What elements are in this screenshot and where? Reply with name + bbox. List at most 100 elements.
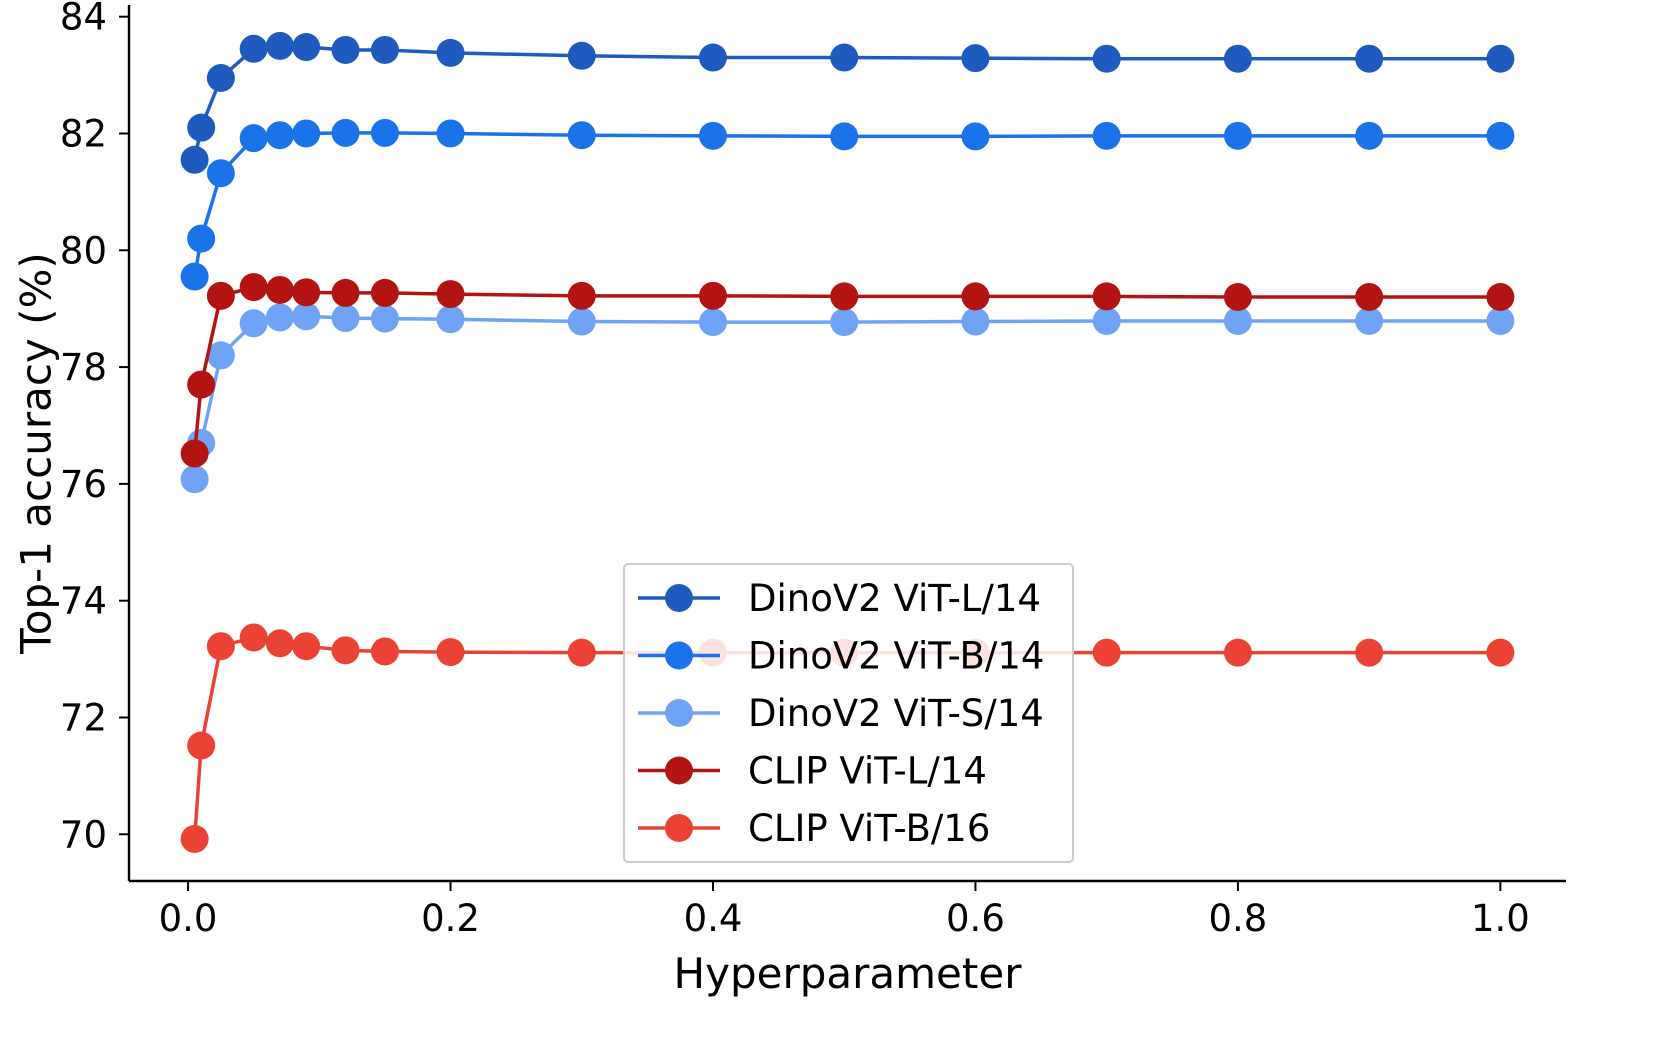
legend-item: CLIP ViT-B/16 — [638, 807, 990, 850]
data-point — [187, 370, 216, 399]
data-point — [1223, 283, 1252, 311]
data-point — [206, 281, 235, 310]
legend-label: CLIP ViT-L/14 — [748, 750, 987, 793]
data-point — [331, 636, 360, 665]
x-tick-label: 1.0 — [1471, 897, 1530, 940]
data-point — [830, 308, 859, 337]
data-point — [961, 282, 990, 311]
legend-label: CLIP ViT-B/16 — [748, 807, 990, 850]
data-point — [239, 309, 268, 338]
y-tick-label: 80 — [60, 229, 107, 272]
y-tick-label: 76 — [60, 463, 107, 506]
data-point — [331, 118, 360, 147]
x-tick-label: 0.2 — [421, 897, 480, 940]
data-point — [567, 121, 596, 150]
x-axis-label: Hyperparameter — [674, 949, 1023, 998]
legend-marker — [665, 584, 693, 612]
legend-label: DinoV2 ViT-L/14 — [748, 577, 1041, 620]
data-point — [436, 119, 465, 148]
data-point — [1355, 638, 1384, 667]
data-point — [436, 280, 465, 309]
data-point — [567, 638, 596, 667]
y-tick-label: 72 — [60, 696, 107, 739]
series-dinov2-vit-s-14 — [180, 302, 1515, 494]
legend-item: DinoV2 ViT-S/14 — [638, 692, 1044, 735]
data-point — [187, 224, 216, 253]
data-point — [206, 159, 235, 188]
data-point — [331, 278, 360, 307]
data-point — [1092, 638, 1121, 667]
y-ticks: 70 72 74 76 78 80 82 84 — [60, 0, 129, 856]
data-point — [292, 33, 321, 62]
data-point — [292, 302, 321, 331]
data-point — [370, 304, 399, 333]
data-point — [239, 34, 268, 63]
legend-item: DinoV2 ViT-B/14 — [638, 635, 1044, 678]
x-tick-label: 0.0 — [159, 897, 218, 940]
data-point — [961, 307, 990, 336]
data-point — [1355, 283, 1384, 311]
axes-layer: 0.0 0.2 0.4 0.6 0.8 1.0 70 72 74 76 78 80 82 84 Hype… — [12, 0, 1566, 998]
data-point — [239, 124, 268, 153]
data-point — [1486, 306, 1515, 335]
data-point — [698, 121, 727, 150]
y-tick-label: 82 — [60, 112, 107, 155]
legend-marker — [665, 756, 693, 785]
series-dinov2-vit-b-14 — [180, 118, 1515, 291]
data-point — [180, 465, 209, 494]
data-point — [1355, 306, 1384, 335]
data-point — [292, 278, 321, 307]
data-point — [698, 308, 727, 337]
x-ticks: 0.0 0.2 0.4 0.6 0.8 1.0 — [159, 881, 1530, 940]
legend-marker — [665, 699, 693, 727]
y-tick-label: 70 — [60, 813, 107, 856]
data-point — [1092, 282, 1121, 311]
data-point — [1486, 283, 1515, 311]
data-point — [239, 273, 268, 302]
data-point — [180, 824, 209, 853]
data-point — [206, 341, 235, 370]
data-point — [567, 281, 596, 310]
data-point — [370, 118, 399, 147]
x-tick-label: 0.6 — [946, 897, 1005, 940]
legend-label: DinoV2 ViT-B/14 — [748, 635, 1044, 678]
data-point — [961, 122, 990, 151]
data-point — [292, 632, 321, 661]
data-point — [180, 145, 209, 174]
data-point — [436, 305, 465, 334]
legend-box — [623, 563, 1074, 863]
data-point — [331, 35, 360, 64]
legend: DinoV2 ViT-L/14 DinoV2 ViT-B/14 DinoV2 ViT… — [623, 563, 1074, 863]
series-dinov2-vit-l-14 — [180, 31, 1515, 174]
data-point — [187, 731, 216, 760]
data-point — [187, 113, 216, 142]
legend-item: CLIP ViT-L/14 — [638, 750, 987, 793]
legend-marker — [665, 814, 693, 842]
data-point — [1223, 638, 1252, 667]
legend-marker — [665, 641, 693, 670]
data-point — [1355, 121, 1384, 150]
data-point — [265, 629, 294, 658]
data-point — [1223, 44, 1252, 73]
data-point — [1486, 44, 1515, 73]
legend-label: DinoV2 ViT-S/14 — [748, 692, 1044, 735]
data-point — [239, 623, 268, 652]
data-point — [265, 121, 294, 150]
data-point — [206, 64, 235, 92]
data-point — [830, 122, 859, 151]
x-tick-label: 0.8 — [1208, 897, 1267, 940]
data-point — [698, 281, 727, 310]
data-point — [1486, 121, 1515, 150]
data-point — [265, 275, 294, 304]
y-tick-label: 78 — [60, 346, 107, 389]
y-tick-label: 84 — [60, 0, 107, 39]
data-point — [830, 282, 859, 311]
data-point — [567, 41, 596, 70]
data-point — [370, 35, 399, 64]
data-point — [331, 304, 360, 333]
data-point — [1486, 638, 1515, 667]
legend-item: DinoV2 ViT-L/14 — [638, 577, 1041, 620]
data-point — [265, 303, 294, 332]
data-point — [1092, 44, 1121, 73]
